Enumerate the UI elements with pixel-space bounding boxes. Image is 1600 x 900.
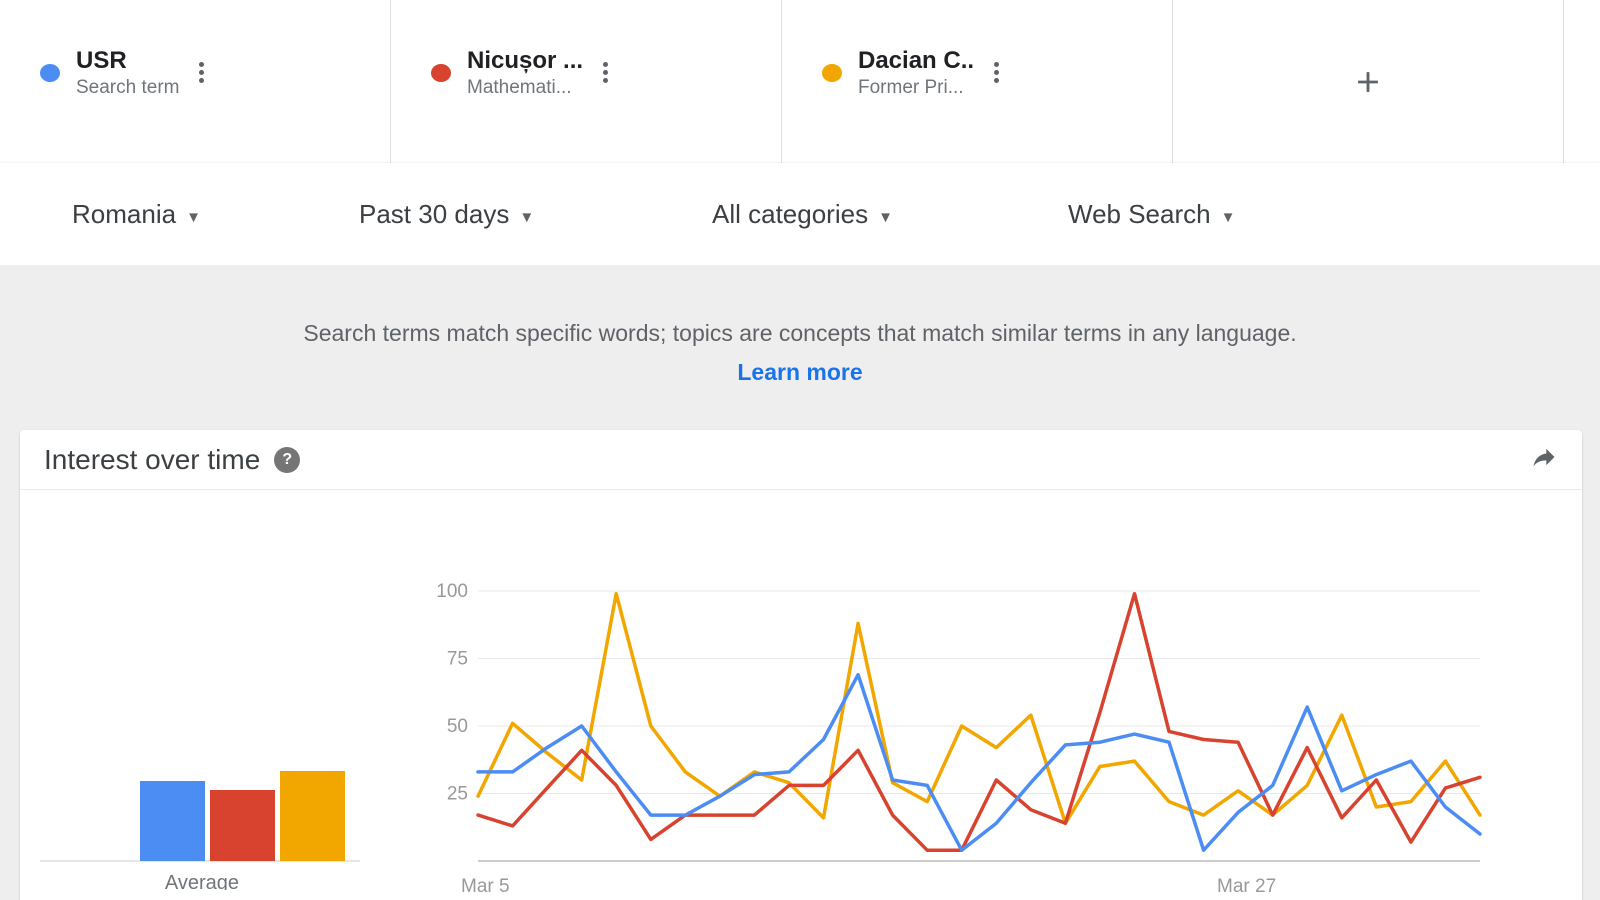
svg-text:75: 75: [447, 649, 468, 670]
svg-text:Mar 27: Mar 27: [1217, 876, 1276, 897]
svg-text:50: 50: [447, 716, 468, 737]
svg-text:25: 25: [447, 784, 468, 805]
svg-text:Average: Average: [165, 872, 239, 890]
svg-text:Mar 5: Mar 5: [461, 876, 510, 897]
svg-text:100: 100: [436, 581, 468, 602]
